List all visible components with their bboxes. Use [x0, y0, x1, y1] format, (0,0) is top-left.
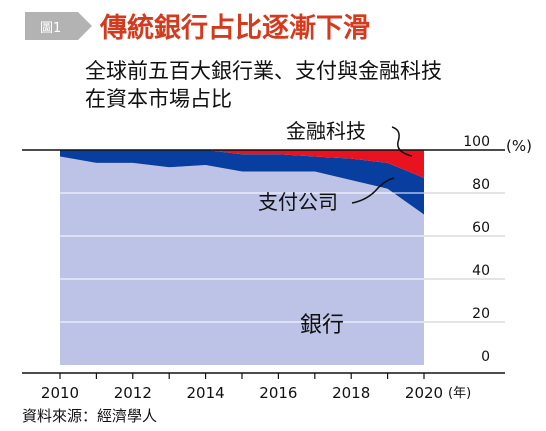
y-tick-label: 100	[463, 134, 490, 150]
fintech-callout-line	[391, 126, 413, 157]
plot-areas	[60, 150, 424, 365]
y-tick-label: 20	[472, 306, 490, 322]
chart-title: 傳統銀行占比逐漸下滑	[99, 12, 370, 44]
x-tick-label: 2020	[405, 384, 443, 402]
y-tick-label: 0	[481, 349, 490, 365]
chart-subtitle-line-1: 全球前五百大銀行業、支付與金融科技	[85, 59, 442, 83]
x-unit-label: (年)	[448, 386, 471, 401]
source-note: 資料來源：經濟學人	[22, 407, 157, 425]
area-bank	[60, 156, 424, 365]
series-label-payment: 支付公司	[258, 190, 338, 214]
figure-tag: 圖1	[40, 21, 61, 36]
x-tick-label: 2010	[41, 384, 79, 402]
y-axis: 0 20 40 60 80 100	[463, 134, 490, 365]
x-tick-label: 2016	[259, 384, 297, 402]
y-tick-label: 80	[472, 177, 490, 193]
x-axis: 2010 2012 2014 2016 2018 2020	[22, 372, 505, 402]
payment-callout-line	[351, 177, 395, 204]
gridlines	[22, 149, 505, 323]
x-tick-label: 2012	[114, 384, 152, 402]
series-label-bank: 銀行	[300, 313, 344, 338]
y-tick-label: 60	[472, 220, 490, 236]
y-unit-label: (%)	[506, 137, 532, 155]
x-tick-label: 2018	[332, 384, 370, 402]
area-fintech	[60, 150, 424, 178]
x-tick-label: 2014	[187, 384, 225, 402]
chart-subtitle-line-2: 在資本市場占比	[85, 87, 232, 111]
series-label-fintech: 金融科技	[286, 119, 366, 143]
y-tick-label: 40	[472, 263, 490, 279]
figure-tag-shape	[25, 12, 92, 40]
area-payment	[60, 150, 424, 215]
